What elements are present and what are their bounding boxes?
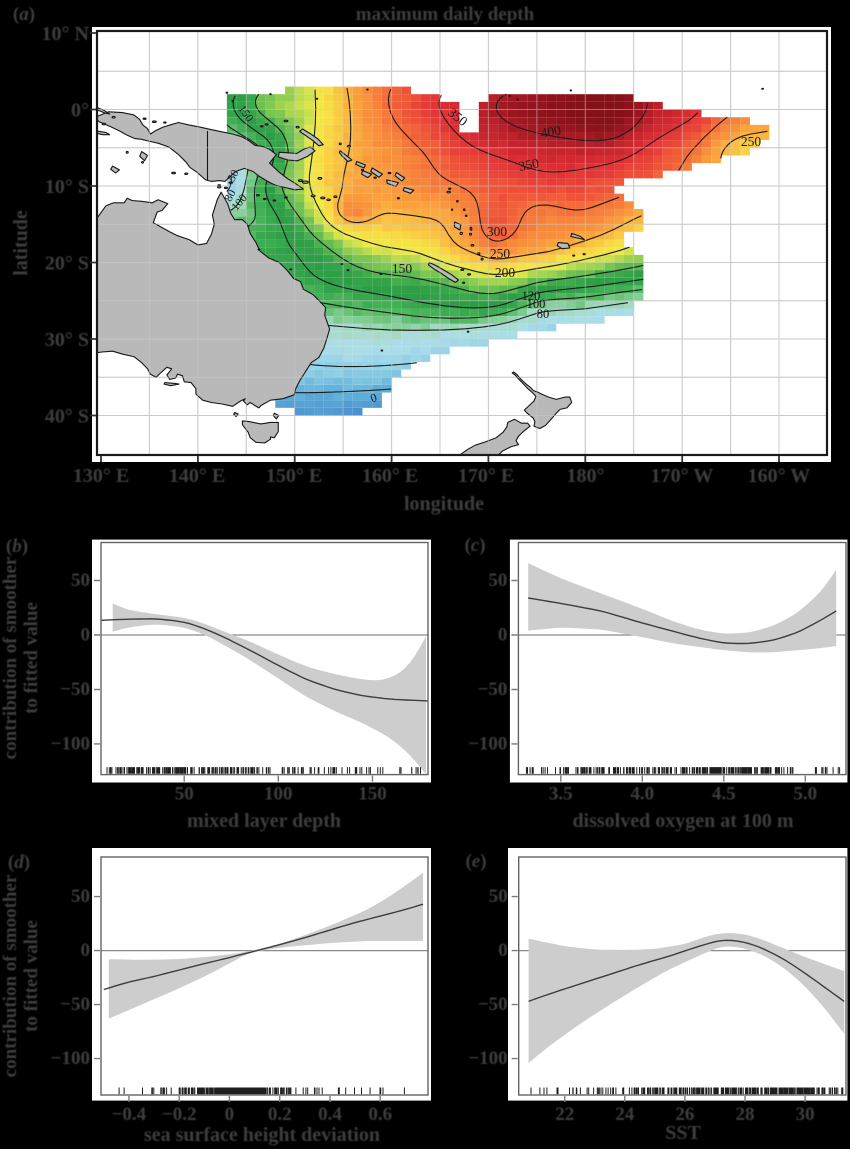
svg-text:50: 50 — [226, 168, 242, 184]
svg-text:0.4: 0.4 — [318, 1104, 342, 1125]
svg-text:to fitted value: to fitted value — [21, 920, 42, 1032]
svg-text:−50: −50 — [60, 679, 90, 700]
svg-text:(d): (d) — [8, 852, 30, 873]
svg-text:4.5: 4.5 — [712, 784, 736, 805]
svg-text:160° W: 160° W — [748, 465, 811, 487]
svg-text:50: 50 — [71, 886, 90, 907]
svg-text:0: 0 — [81, 624, 91, 645]
svg-text:(b): (b) — [6, 536, 28, 557]
svg-text:30: 30 — [796, 1104, 815, 1125]
svg-text:−50: −50 — [478, 994, 508, 1015]
svg-text:0: 0 — [81, 940, 91, 961]
svg-text:−100: −100 — [468, 733, 507, 754]
svg-text:10° S: 10° S — [45, 176, 89, 198]
svg-text:170° W: 170° W — [651, 465, 714, 487]
svg-text:−100: −100 — [51, 1048, 90, 1069]
svg-text:maximum daily depth: maximum daily depth — [356, 4, 535, 25]
svg-text:mixed layer depth: mixed layer depth — [187, 810, 341, 832]
svg-text:300: 300 — [487, 224, 508, 239]
svg-text:100: 100 — [527, 297, 546, 311]
svg-text:0: 0 — [225, 1104, 235, 1125]
svg-text:150° E: 150° E — [266, 465, 322, 487]
svg-text:250: 250 — [741, 134, 762, 149]
svg-text:170° E: 170° E — [458, 465, 514, 487]
svg-text:50: 50 — [71, 570, 90, 591]
svg-text:26: 26 — [675, 1104, 694, 1125]
svg-text:latitude: latitude — [10, 210, 32, 276]
svg-text:SST: SST — [665, 1122, 701, 1144]
svg-text:20° S: 20° S — [45, 253, 89, 275]
svg-text:0: 0 — [369, 390, 379, 405]
svg-text:200: 200 — [495, 265, 516, 280]
svg-text:22: 22 — [555, 1104, 574, 1125]
svg-text:5.0: 5.0 — [793, 784, 817, 805]
svg-text:40° S: 40° S — [45, 406, 89, 428]
svg-text:120: 120 — [522, 289, 541, 303]
svg-text:130° E: 130° E — [73, 465, 129, 487]
svg-text:contribution of smoother: contribution of smoother — [0, 556, 21, 759]
svg-text:30° S: 30° S — [45, 329, 89, 351]
svg-text:0.6: 0.6 — [368, 1104, 392, 1125]
svg-text:50: 50 — [488, 570, 507, 591]
svg-text:140° E: 140° E — [169, 465, 225, 487]
svg-text:−0.4: −0.4 — [112, 1104, 147, 1125]
svg-text:250: 250 — [490, 246, 511, 261]
svg-text:150: 150 — [358, 784, 387, 805]
svg-text:−100: −100 — [468, 1048, 507, 1069]
svg-text:0: 0 — [498, 624, 508, 645]
svg-text:dissolved oxygen at 100 m: dissolved oxygen at 100 m — [572, 810, 793, 832]
svg-text:0°: 0° — [71, 100, 89, 122]
svg-text:160° E: 160° E — [362, 465, 418, 487]
svg-text:longitude: longitude — [404, 493, 484, 515]
svg-text:100: 100 — [264, 784, 293, 805]
svg-text:4.0: 4.0 — [630, 784, 654, 805]
svg-text:80: 80 — [223, 188, 239, 204]
svg-text:10° N: 10° N — [42, 23, 90, 45]
svg-text:−100: −100 — [51, 733, 90, 754]
svg-text:24: 24 — [615, 1104, 635, 1125]
svg-text:3.5: 3.5 — [549, 784, 573, 805]
svg-text:80: 80 — [537, 307, 550, 321]
svg-text:(e): (e) — [465, 851, 486, 872]
svg-text:350: 350 — [517, 155, 540, 174]
svg-text:180°: 180° — [567, 465, 605, 487]
svg-text:to fitted value: to fitted value — [21, 602, 42, 714]
svg-text:−0.2: −0.2 — [162, 1104, 197, 1125]
svg-text:−50: −50 — [478, 679, 508, 700]
svg-text:50: 50 — [175, 784, 194, 805]
svg-text:150: 150 — [392, 261, 413, 276]
svg-text:(a): (a) — [13, 4, 35, 25]
svg-text:(c): (c) — [464, 535, 485, 556]
svg-text:contribution of smoother: contribution of smoother — [0, 874, 21, 1077]
svg-text:−50: −50 — [60, 994, 90, 1015]
svg-text:400: 400 — [539, 122, 562, 140]
svg-text:28: 28 — [736, 1104, 755, 1125]
svg-text:50: 50 — [489, 886, 508, 907]
svg-text:sea surface height deviation: sea surface height deviation — [144, 1124, 380, 1146]
svg-text:0.2: 0.2 — [268, 1104, 292, 1125]
svg-text:0: 0 — [498, 940, 508, 961]
